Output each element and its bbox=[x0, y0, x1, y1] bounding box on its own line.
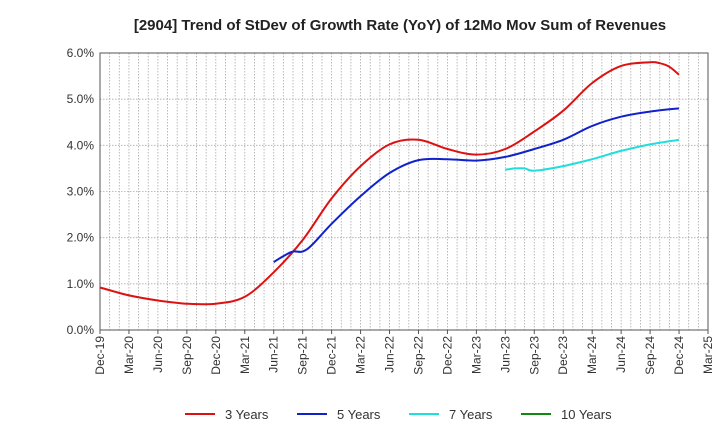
x-tick-label: Dec-23 bbox=[556, 336, 570, 375]
x-tick-label: Mar-24 bbox=[585, 336, 599, 374]
x-tick-label: Mar-25 bbox=[701, 336, 715, 374]
x-tick-label: Jun-20 bbox=[151, 336, 165, 373]
legend-label-7-years: 7 Years bbox=[449, 407, 493, 422]
series-line-7-years bbox=[505, 138, 680, 172]
y-tick-label: 1.0% bbox=[67, 277, 95, 291]
series-line-5-years bbox=[273, 107, 680, 263]
x-tick-label: Jun-22 bbox=[383, 336, 397, 373]
legend: 3 Years 5 Years 7 Years 10 Years bbox=[185, 407, 612, 422]
x-tick-label: Mar-22 bbox=[354, 336, 368, 374]
legend-label-5-years: 5 Years bbox=[337, 407, 381, 422]
x-tick-label: Jun-23 bbox=[498, 336, 512, 373]
y-tick-label: 2.0% bbox=[67, 231, 95, 245]
plot-frame bbox=[99, 52, 709, 331]
legend-label-10-years: 10 Years bbox=[561, 407, 612, 422]
x-tick-label: Jun-24 bbox=[614, 336, 628, 373]
x-tick-label: Sep-22 bbox=[411, 336, 425, 375]
chart-title: [2904] Trend of StDev of Growth Rate (Yo… bbox=[134, 17, 666, 34]
series-line-3-years bbox=[99, 61, 680, 306]
axis-layer: 0.0% 1.0% 2.0% 3.0% 4.0% 5.0% 6.0% Dec-19 Mar-20… bbox=[67, 46, 715, 375]
x-tick-label: Mar-20 bbox=[122, 336, 136, 374]
y-tick-label: 0.0% bbox=[67, 323, 95, 337]
x-tick-label: Dec-19 bbox=[93, 336, 107, 375]
x-tick-label: Sep-24 bbox=[643, 336, 657, 375]
x-tick-label: Dec-22 bbox=[440, 336, 454, 375]
series-layer bbox=[99, 61, 680, 306]
x-tick-label: Sep-20 bbox=[180, 336, 194, 375]
x-tick-label: Dec-20 bbox=[209, 336, 223, 375]
y-tick-label: 4.0% bbox=[67, 138, 95, 152]
y-tick-label: 3.0% bbox=[67, 185, 95, 199]
x-tick-label: Sep-23 bbox=[527, 336, 541, 375]
x-tick-label: Dec-21 bbox=[325, 336, 339, 375]
x-tick-label: Dec-24 bbox=[672, 336, 686, 375]
x-tick-label: Mar-23 bbox=[469, 336, 483, 374]
x-tick-label: Mar-21 bbox=[238, 336, 252, 374]
y-tick-label: 6.0% bbox=[67, 46, 95, 60]
grid-layer bbox=[100, 53, 708, 330]
x-tick-label: Sep-21 bbox=[296, 336, 310, 375]
y-tick-label: 5.0% bbox=[67, 92, 95, 106]
legend-label-3-years: 3 Years bbox=[225, 407, 269, 422]
x-tick-label: Jun-21 bbox=[267, 336, 281, 373]
